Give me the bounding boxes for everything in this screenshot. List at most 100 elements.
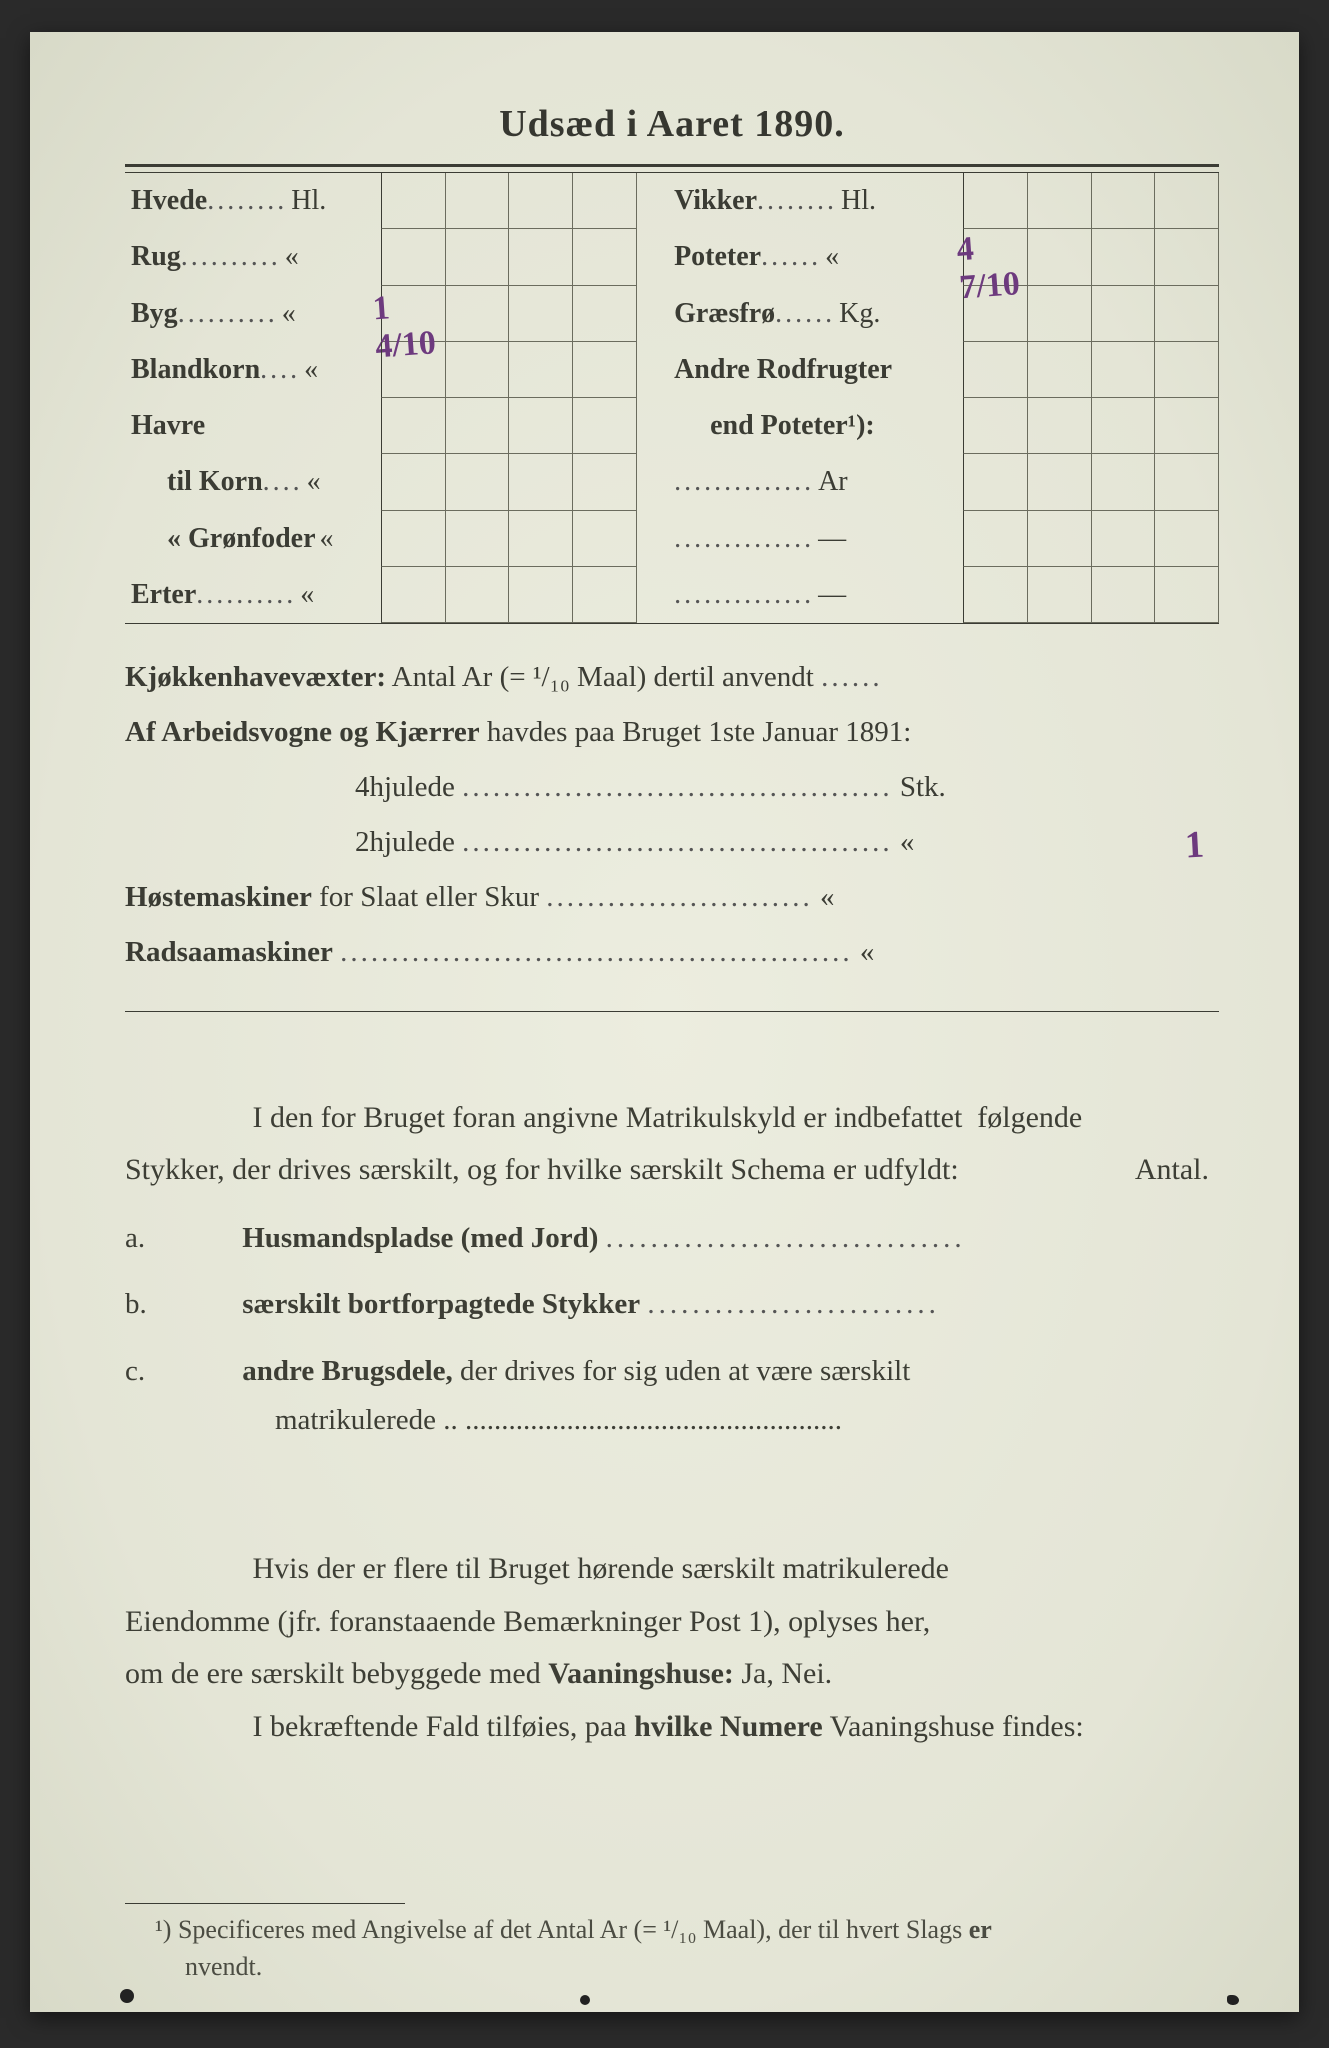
footnote-bold: er bbox=[969, 1915, 992, 1944]
dots: ...... bbox=[775, 298, 835, 330]
grid-cell bbox=[508, 173, 572, 229]
document-page: Udsæd i Aaret 1890. Hvede........Hl.Rug.… bbox=[30, 32, 1299, 2012]
grid-cell bbox=[381, 567, 445, 623]
grid-row bbox=[381, 567, 637, 623]
grid-cell bbox=[1154, 286, 1219, 342]
crop-label: Andre Rodfrugter bbox=[674, 354, 892, 386]
grid-cell bbox=[1091, 286, 1155, 342]
table-row-label: Byg..........« bbox=[125, 286, 381, 342]
four-wheel-line: 4hjulede ...............................… bbox=[125, 760, 1219, 815]
list-letter: a. bbox=[185, 1213, 235, 1264]
table-row-label: end Poteter¹): bbox=[668, 398, 963, 454]
left-label-column: Hvede........Hl.Rug..........«Byg.......… bbox=[125, 173, 381, 623]
grid-cell bbox=[1091, 173, 1155, 229]
ink-spot bbox=[1227, 1995, 1239, 2005]
table-row-label: Erter..........« bbox=[125, 567, 381, 623]
grid-cell bbox=[381, 342, 445, 398]
dots: .. .....................................… bbox=[443, 1404, 842, 1436]
list-bold: særskilt bortforpagtede Stykker bbox=[242, 1288, 640, 1320]
grid-cell bbox=[1091, 567, 1155, 623]
right-grid-column: 4 7/10 bbox=[963, 173, 1219, 623]
grid-cell bbox=[1154, 511, 1219, 567]
grid-row bbox=[381, 511, 637, 567]
para-line: I den for Bruget foran angivne Matrikuls… bbox=[125, 1092, 1219, 1145]
grid-cell bbox=[508, 567, 572, 623]
seeder-line: Radsaamaskiner .........................… bbox=[125, 925, 1219, 980]
table-row-label: ..............— bbox=[668, 511, 963, 567]
grid-row: 1 4/10 bbox=[381, 286, 637, 342]
dots: ........ bbox=[207, 185, 287, 217]
seeder-unit: « bbox=[860, 936, 875, 968]
list-bold: Husmandspladse (med Jord) bbox=[242, 1222, 598, 1254]
list-text: matrikulerede bbox=[275, 1404, 436, 1436]
grid-cell bbox=[508, 342, 572, 398]
table-row-label: til Korn....« bbox=[125, 454, 381, 510]
dots: .......................... bbox=[647, 1288, 940, 1320]
footnote-text: Specificeres med Angivelse af det Antal … bbox=[178, 1915, 969, 1944]
grid-row bbox=[963, 454, 1219, 510]
grid-cell bbox=[508, 398, 572, 454]
grid-cell bbox=[445, 567, 509, 623]
grid-cell bbox=[572, 454, 637, 510]
wagons-label: Af Arbeidsvogne og Kjærrer bbox=[125, 716, 480, 748]
right-label-column: Vikker........Hl.Poteter......«Græsfrø..… bbox=[668, 173, 963, 623]
grid-cell bbox=[1091, 454, 1155, 510]
grid-row: 4 7/10 bbox=[963, 229, 1219, 285]
grid-cell bbox=[572, 511, 637, 567]
grid-cell bbox=[1027, 398, 1091, 454]
two-wheel-line: 2hjulede ...............................… bbox=[125, 815, 1219, 870]
cadastre-paragraph: I den for Bruget foran angivne Matrikuls… bbox=[125, 1092, 1219, 1444]
grid-cell bbox=[445, 286, 509, 342]
grid-cell bbox=[963, 342, 1027, 398]
grid-cell bbox=[963, 511, 1027, 567]
grid-cell bbox=[445, 398, 509, 454]
two-wheel-unit: « bbox=[900, 826, 915, 858]
grid-cell bbox=[1027, 342, 1091, 398]
grid-cell bbox=[572, 567, 637, 623]
grid-cell bbox=[381, 454, 445, 510]
dots: .............. bbox=[674, 466, 814, 498]
para-line: Eiendomme (jfr. foranstaaende Bemærkning… bbox=[125, 1596, 1219, 1649]
dots: ........................................… bbox=[340, 936, 853, 968]
grid-cell bbox=[1154, 398, 1219, 454]
text-bold: hvilke Numere bbox=[634, 1710, 823, 1743]
footnote: ¹) Specificeres med Angivelse af det Ant… bbox=[145, 1912, 1219, 1985]
table-row-label: Rug..........« bbox=[125, 229, 381, 285]
text: Hvis der er flere til Bruget hørende sær… bbox=[253, 1552, 949, 1585]
unit-label: Hl. bbox=[841, 185, 876, 217]
kitchen-garden-line: Kjøkkenhavevæxter: Antal Ar (= ¹/₁₀ Maal… bbox=[125, 650, 1219, 705]
grid-cell bbox=[572, 229, 637, 285]
grid-row bbox=[963, 342, 1219, 398]
title-rule bbox=[125, 164, 1219, 173]
grid-row bbox=[381, 398, 637, 454]
kitchen-garden-label: Kjøkkenhavevæxter: bbox=[125, 661, 386, 693]
dots: .............. bbox=[674, 579, 814, 611]
grid-cell bbox=[381, 511, 445, 567]
crop-label: Poteter bbox=[674, 241, 761, 273]
grid-cell bbox=[1091, 398, 1155, 454]
two-wheel-label: 2hjulede bbox=[355, 826, 455, 858]
section-rule bbox=[125, 1011, 1219, 1012]
kitchen-garden-text: Antal Ar (= ¹/₁₀ Maal) dertil anvendt bbox=[392, 661, 814, 693]
text: I bekræftende Fald tilføies, paa bbox=[253, 1710, 635, 1743]
grid-cell bbox=[445, 511, 509, 567]
unit-label: « bbox=[307, 466, 321, 498]
grid-row bbox=[381, 454, 637, 510]
crop-label: Rug bbox=[131, 241, 181, 273]
table-gap bbox=[637, 173, 668, 623]
crop-label: Havre bbox=[131, 410, 205, 442]
grid-cell bbox=[572, 342, 637, 398]
grid-cell bbox=[445, 454, 509, 510]
grid-cell bbox=[1154, 454, 1219, 510]
left-grid-column: 1 4/10 bbox=[381, 173, 637, 623]
grid-cell bbox=[572, 286, 637, 342]
grid-cell bbox=[572, 398, 637, 454]
dots: .......... bbox=[181, 241, 281, 273]
table-row-label: Hvede........Hl. bbox=[125, 173, 381, 229]
grid-cell bbox=[1154, 173, 1219, 229]
grid-cell bbox=[1027, 229, 1091, 285]
list-item-c: c. andre Brugsdele, der drives for sig u… bbox=[185, 1346, 1219, 1397]
dots: ...... bbox=[821, 661, 883, 693]
grid-cell bbox=[1027, 567, 1091, 623]
table-row-label: ..............Ar bbox=[668, 454, 963, 510]
